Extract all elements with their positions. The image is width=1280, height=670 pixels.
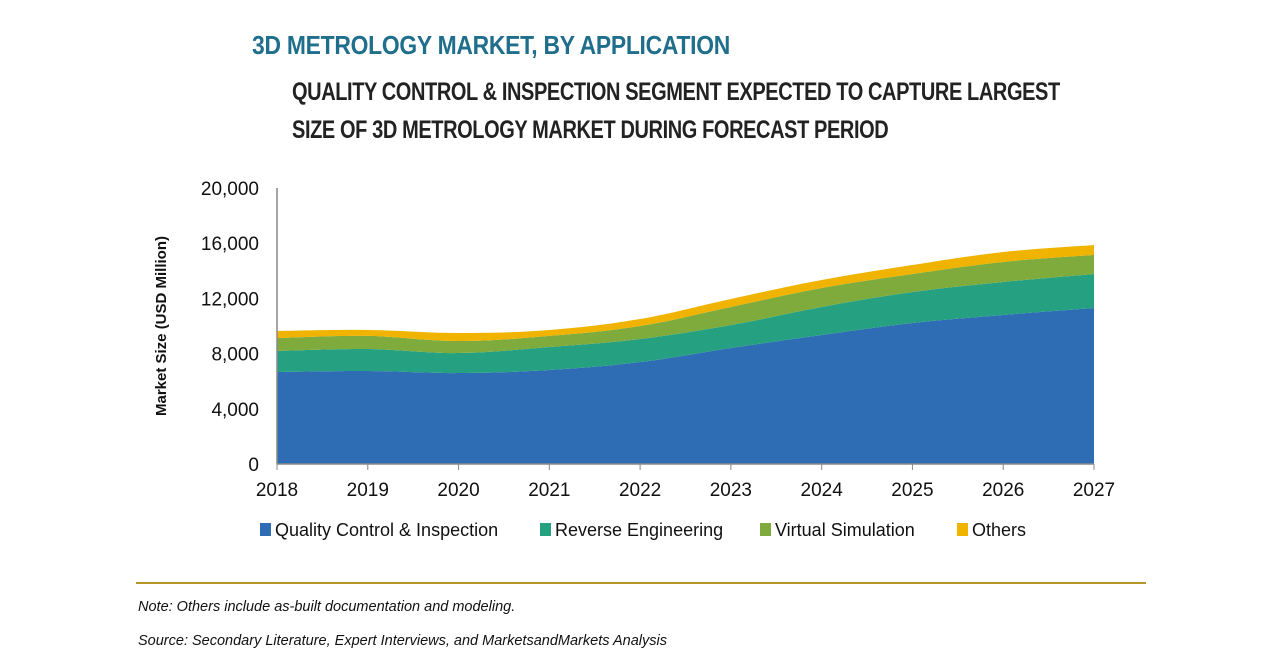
legend-item: Reverse Engineering [540, 520, 723, 540]
chart-subtitle-line-2: SIZE OF 3D METROLOGY MARKET DURING FOREC… [292, 116, 889, 144]
y-tick-label: 8,000 [211, 345, 259, 366]
x-tick-label: 2021 [528, 480, 570, 501]
legend-item: Quality Control & Inspection [260, 520, 498, 540]
chart-subtitle-line-1: QUALITY CONTROL & INSPECTION SEGMENT EXP… [292, 78, 1060, 106]
footer-divider [136, 582, 1146, 584]
footnote: Note: Others include as-built documentat… [138, 599, 516, 615]
legend-label: Virtual Simulation [775, 520, 915, 540]
chart-title: 3D METROLOGY MARKET, BY APPLICATION [252, 30, 731, 60]
y-tick-label: 0 [248, 455, 259, 476]
legend-label: Others [972, 520, 1026, 540]
legend-item: Others [957, 520, 1026, 540]
x-tick-label: 2026 [982, 480, 1024, 501]
axes [276, 188, 1094, 465]
x-tick-label: 2022 [619, 480, 661, 501]
x-tick-label: 2027 [1073, 480, 1115, 501]
legend-swatch [957, 523, 968, 536]
x-axis-ticks: 2018 2019 2020 2021 2022 2023 2024 2025 2026 2027 [256, 464, 1115, 501]
area-reverse-engineering [277, 273, 1094, 374]
area-others [277, 244, 1094, 342]
area-quality-control-inspection [277, 308, 1094, 464]
legend-swatch [760, 523, 771, 536]
y-axis-ticks: 0 4,000 8,000 12,000 16,000 20,000 [201, 179, 259, 476]
legend-label: Quality Control & Inspection [275, 520, 498, 540]
x-tick-label: 2018 [256, 480, 298, 501]
area-layers [277, 244, 1094, 464]
y-tick-label: 20,000 [201, 179, 259, 200]
legend-item: Virtual Simulation [760, 520, 915, 540]
legend: Quality Control & Inspection Reverse Engi… [260, 520, 1026, 540]
y-tick-label: 16,000 [201, 234, 259, 255]
source-note: Source: Secondary Literature, Expert Int… [138, 633, 667, 649]
legend-swatch [260, 523, 271, 536]
x-tick-label: 2019 [347, 480, 389, 501]
x-tick-label: 2020 [437, 480, 479, 501]
legend-label: Reverse Engineering [555, 520, 723, 540]
legend-swatch [540, 523, 551, 536]
y-axis-label: Market Size (USD Million) [153, 236, 170, 416]
y-tick-label: 4,000 [211, 400, 259, 421]
x-tick-label: 2023 [710, 480, 752, 501]
area-virtual-simulation [277, 254, 1094, 354]
x-tick-label: 2025 [891, 480, 933, 501]
x-tick-label: 2024 [801, 480, 844, 501]
y-tick-label: 12,000 [201, 289, 259, 310]
